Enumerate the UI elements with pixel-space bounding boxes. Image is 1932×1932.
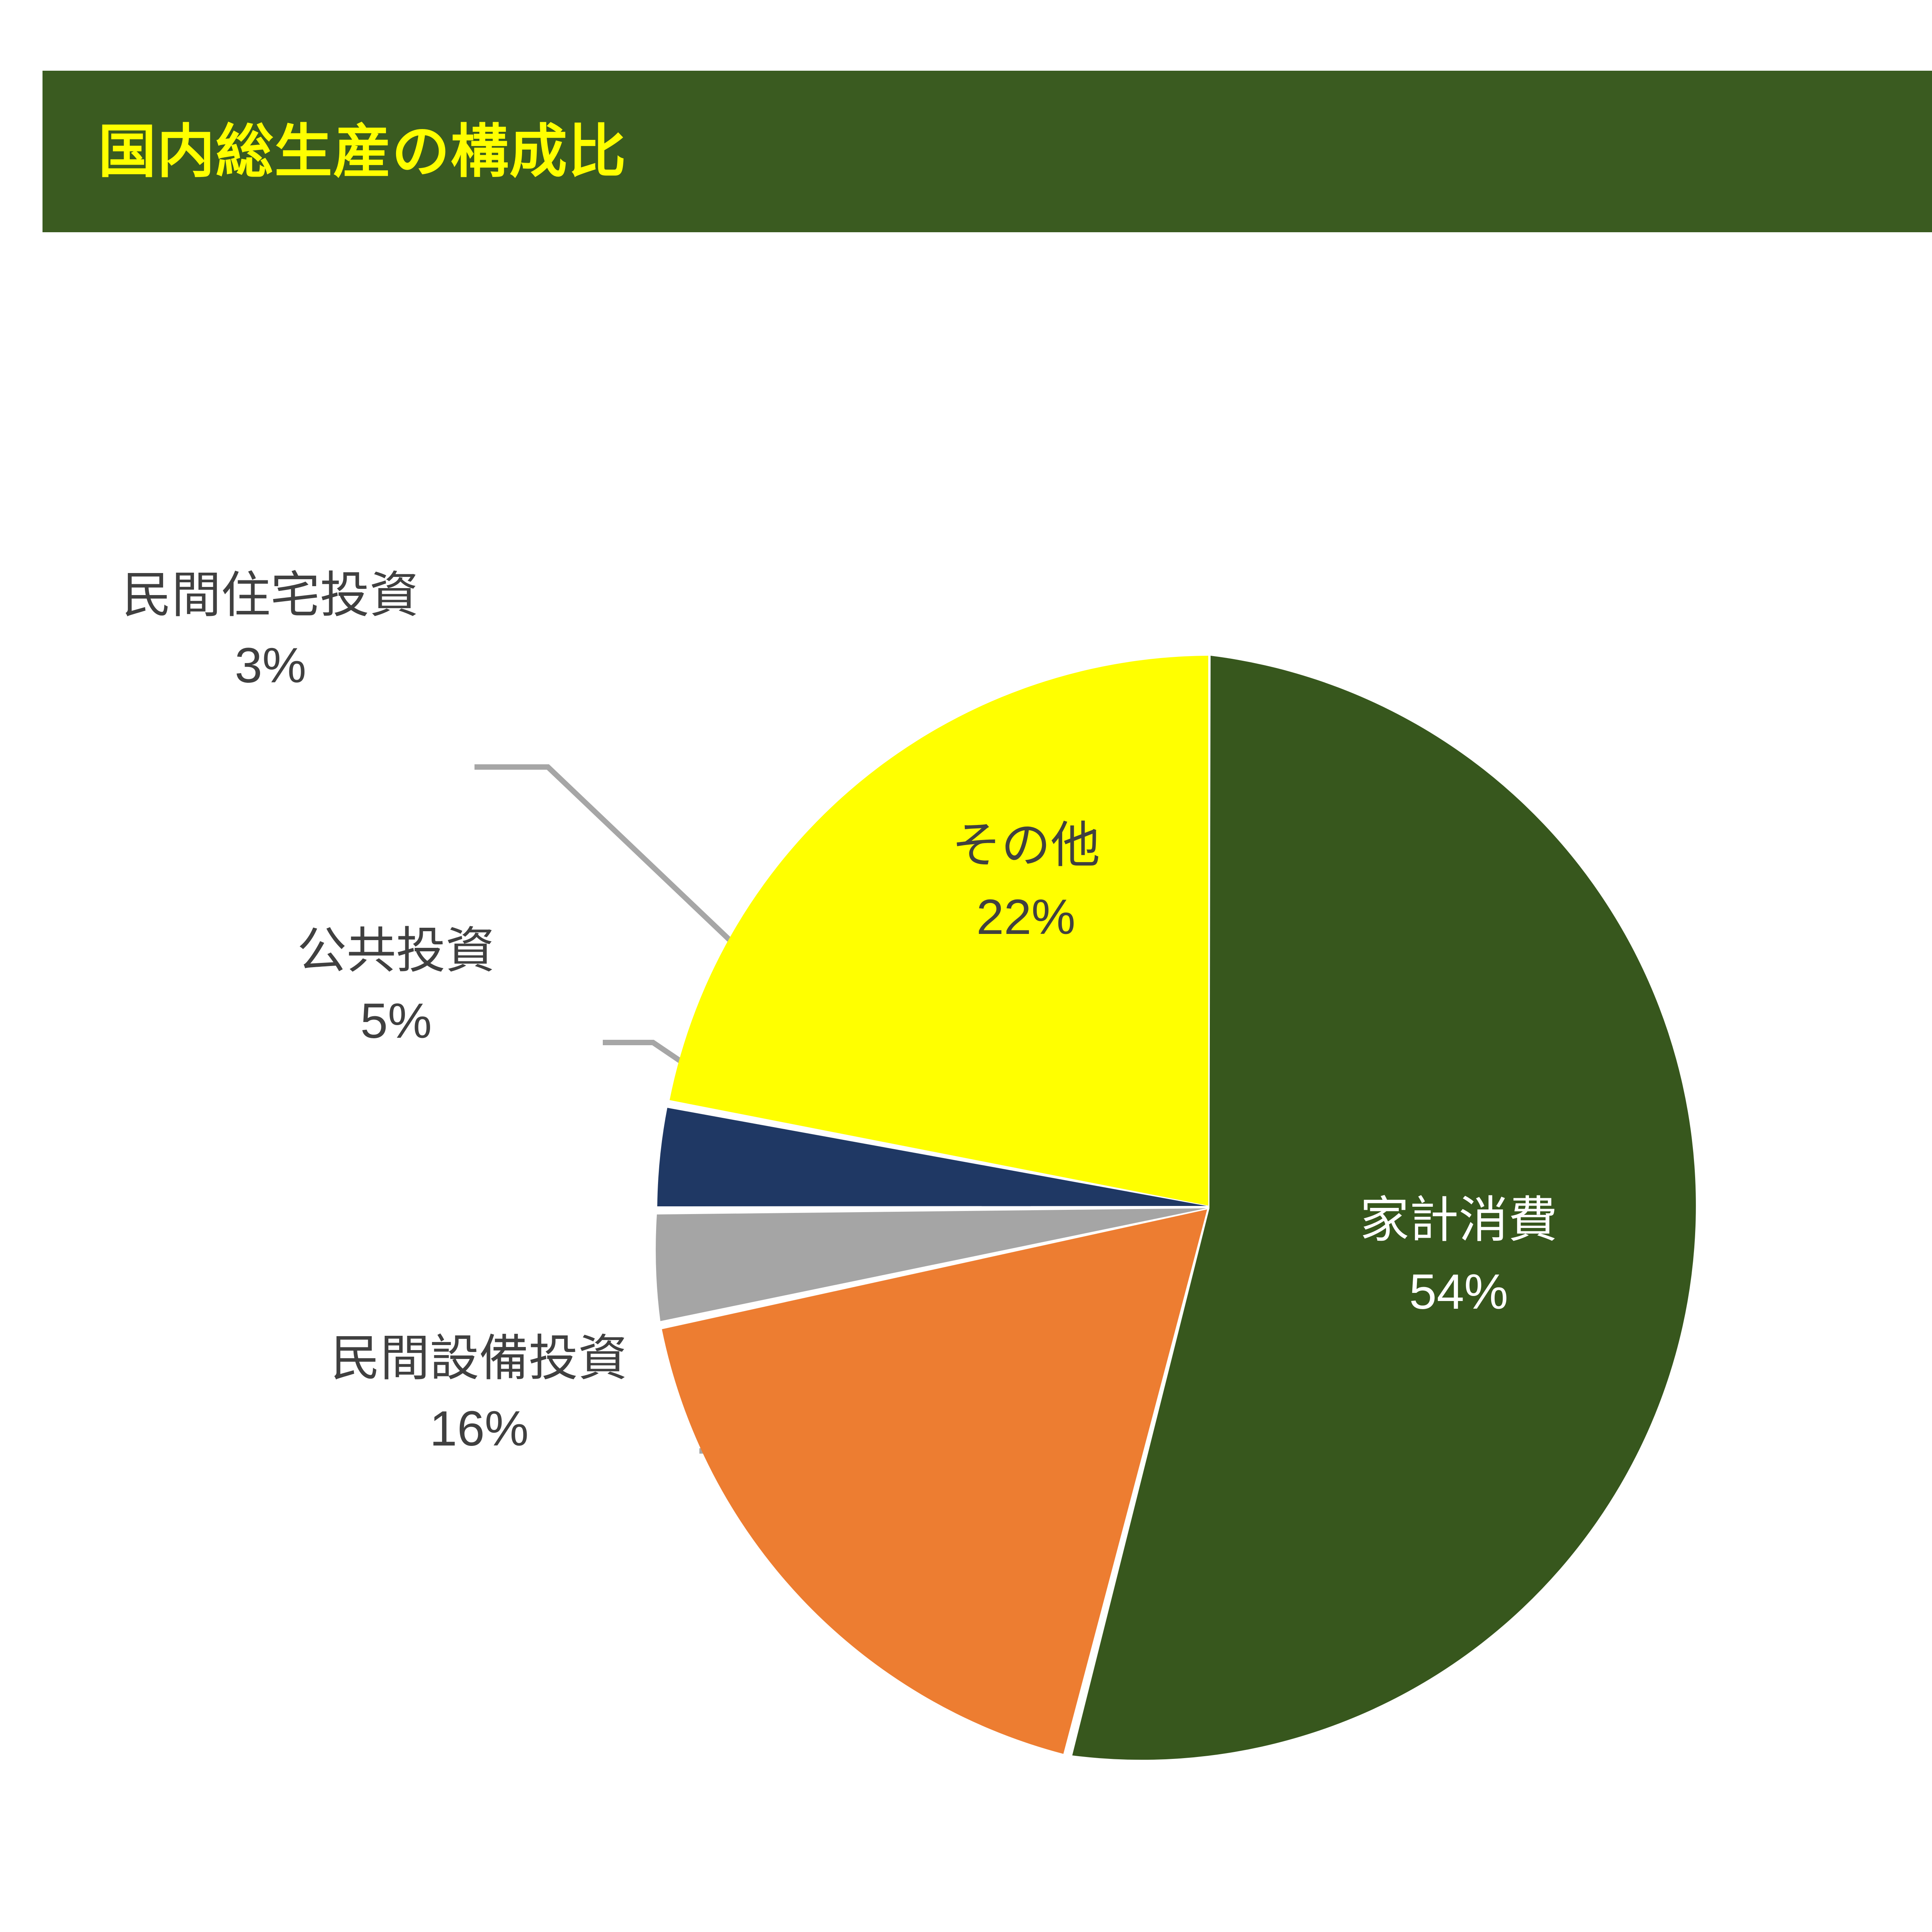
leader-line-minkan-jutaku	[474, 764, 751, 961]
pie-chart-svg	[474, 656, 1696, 1760]
pie-label-kakei-shouhi: 家計消費 54%	[1265, 1184, 1652, 1328]
pie-slice-koukyou-toushi[interactable]	[656, 1208, 1206, 1321]
pie-label-minkan-setsubi: 民間設備投資 16%	[259, 1323, 699, 1464]
pie-label-minkan-setsubi-name: 民間設備投資	[330, 1331, 628, 1386]
pie-slice-minkan-setsubi[interactable]	[662, 1209, 1207, 1754]
pie-label-koukyou-toushi-name: 公共投資	[297, 923, 495, 978]
pie-label-kakei-shouhi-name: 家計消費	[1359, 1192, 1558, 1248]
source-note: （消費者庁「令和2年版消費者白書」）	[1610, 1924, 1932, 1932]
pie-label-minkan-setsubi-value: 16%	[429, 1401, 529, 1456]
pie-label-koukyou-toushi-value: 5%	[360, 993, 432, 1049]
pie-label-koukyou-toushi: 公共投資 5%	[189, 916, 603, 1056]
pie-label-minkan-jutaku-value: 3%	[235, 638, 306, 693]
pie-label-kakei-shouhi-value: 54%	[1409, 1264, 1509, 1320]
pie-slice-minkan-jutaku[interactable]	[657, 1108, 1207, 1206]
pie-slices	[656, 656, 1696, 1760]
pie-label-sonota: その他 22%	[833, 810, 1219, 953]
pie-label-minkan-jutaku: 民間住宅投資 3%	[66, 560, 475, 701]
pie-label-sonota-name: その他	[951, 818, 1100, 873]
page-title: 国内総生産の構成比	[98, 119, 627, 184]
pie-slice-sonota[interactable]	[670, 656, 1208, 1206]
pie-chart: 民間住宅投資 3% 公共投資 5% 民間設備投資 16% その他 22% 家計消…	[0, 247, 1932, 1932]
pie-label-minkan-jutaku-name: 民間住宅投資	[122, 568, 419, 623]
header-band: 国内総生産の構成比	[43, 71, 1932, 232]
pie-label-sonota-value: 22%	[976, 889, 1076, 945]
pie-slice-kakei-shouhi[interactable]	[1072, 656, 1696, 1760]
